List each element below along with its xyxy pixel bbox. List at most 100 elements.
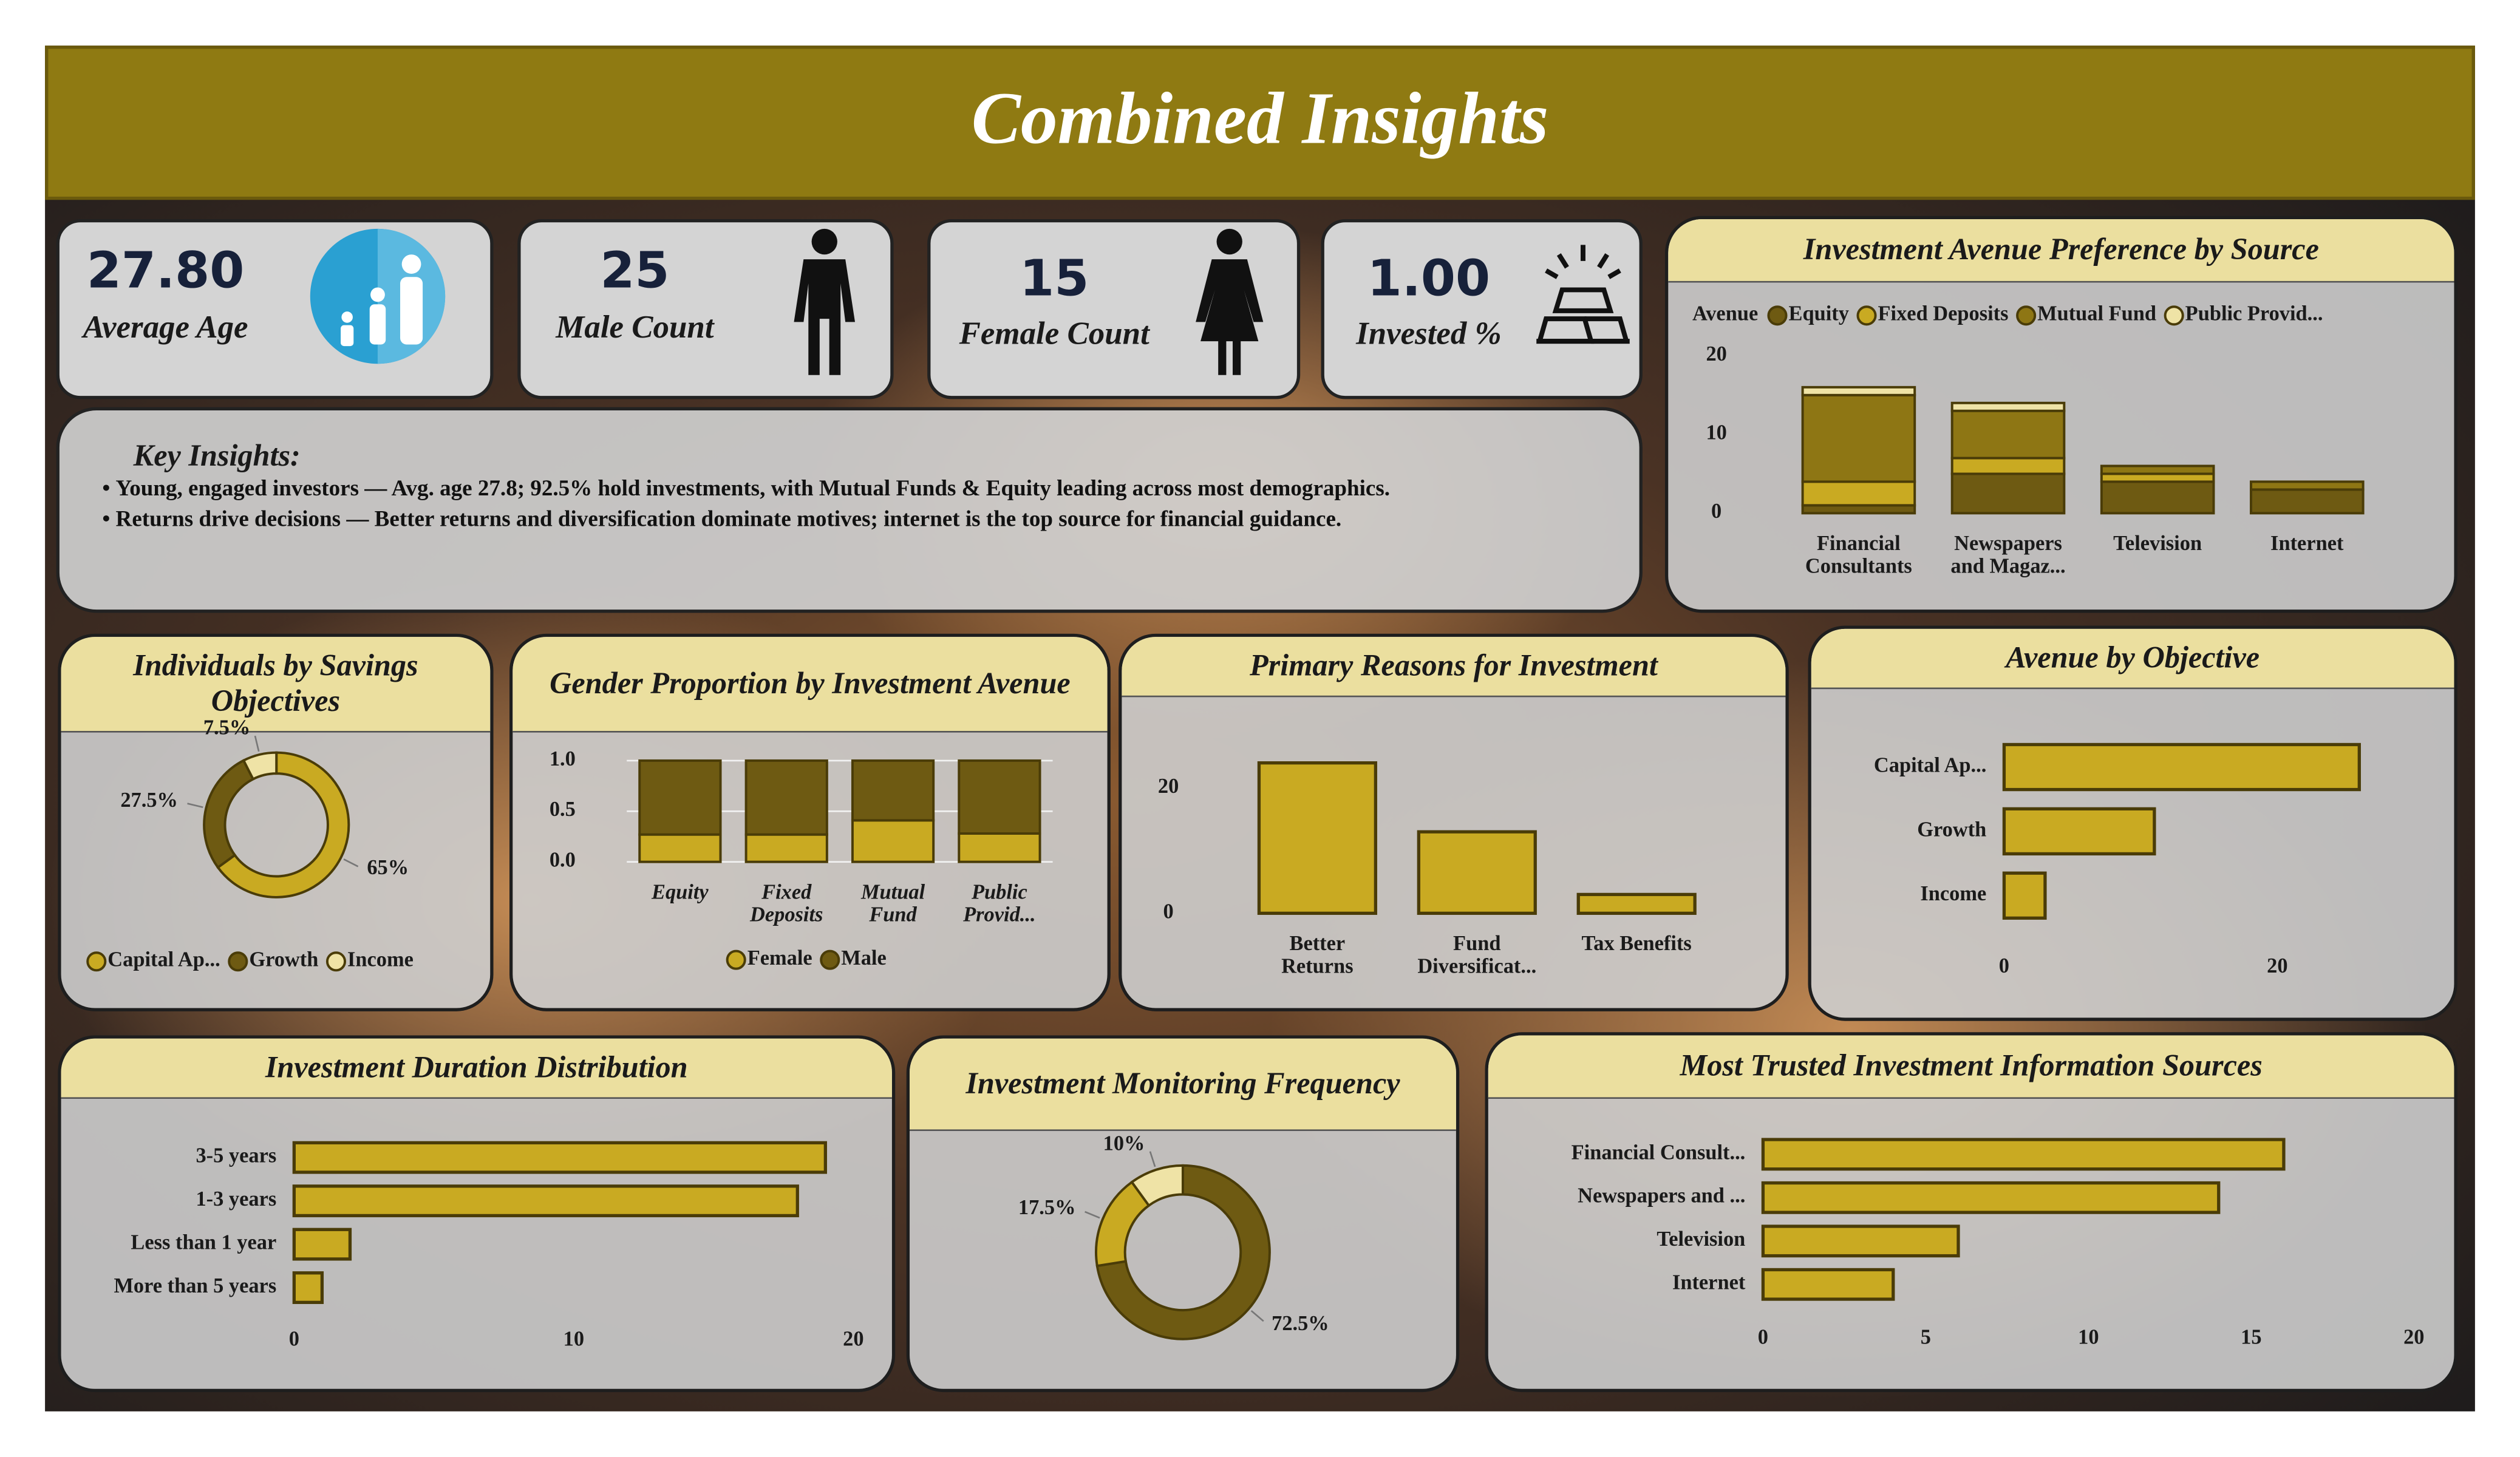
legend-marker: [325, 951, 347, 972]
chart-title: Investment Avenue Preference by Source: [1803, 233, 2319, 268]
y-tick-label: 0: [1711, 500, 1721, 523]
bar-segment: [1950, 409, 2066, 460]
x-tick-label: 20: [2267, 954, 2287, 977]
female-icon: [1196, 228, 1264, 375]
x-tick-label-box: Internet: [2270, 532, 2344, 555]
legend-marker: [820, 949, 840, 970]
legend-label: Public Provid...: [2185, 302, 2323, 325]
y-tick-label: Growth: [1917, 818, 1986, 841]
bar: [2002, 871, 2047, 920]
x-tick-label: Equity: [652, 881, 709, 904]
legend-marker: [2016, 305, 2037, 326]
x-tick-label: 5: [1921, 1326, 1931, 1349]
legend-marker: [86, 951, 107, 972]
x-tick-label: Fixed Deposits: [750, 881, 823, 926]
bar: [1761, 1268, 1895, 1301]
legend-label: Income: [347, 948, 414, 971]
bar: [2002, 807, 2156, 856]
panel-header: [910, 1038, 1456, 1130]
kpi-value: 27.80: [87, 242, 244, 299]
x-tick-label: 20: [843, 1327, 863, 1350]
y-tick-label: 0.0: [550, 849, 576, 872]
y-tick-label: 3-5 years: [196, 1144, 276, 1167]
chart-title: Gender Proportion by Investment Avenue: [550, 667, 1071, 702]
legend-label: Mutual Fund: [2037, 302, 2156, 325]
y-tick-label: Internet: [1672, 1271, 1746, 1294]
bar-segment: [851, 759, 935, 822]
bar-segment: [638, 759, 722, 836]
chart-title-box: Primary Reasons for Investment: [1250, 650, 1658, 684]
leader-line: [1149, 1151, 1156, 1167]
x-tick-label: Mutual Fund: [860, 881, 925, 926]
x-tick-label: 10: [2078, 1326, 2099, 1349]
x-tick-label: Internet: [2270, 532, 2344, 555]
legend-marker: [726, 949, 746, 970]
chart-title: Individuals by Savings Objectives: [133, 650, 418, 719]
kpi-label: Invested %: [1355, 316, 1502, 351]
panel-header: [1122, 637, 1786, 697]
chart-title-box: Investment Duration Distribution: [265, 1051, 688, 1085]
panel-header: [1488, 1035, 2454, 1098]
y-tick-label: Less than 1 year: [131, 1231, 276, 1254]
kpi-label: Female Count: [959, 316, 1151, 351]
bar-segment: [2100, 464, 2215, 475]
bar-segment: [2250, 488, 2365, 515]
legend-label: Growth: [249, 948, 318, 971]
bar-segment: [744, 759, 828, 836]
kpi-card: [927, 219, 1301, 399]
chart-title: Investment Duration Distribution: [265, 1051, 688, 1085]
y-tick-label: Television: [1657, 1228, 1745, 1251]
x-tick-label: Better Returns: [1281, 932, 1354, 978]
leader-line: [343, 858, 359, 868]
legend-marker: [2164, 305, 2184, 326]
legend-marker: [228, 951, 248, 972]
bar-segment: [744, 833, 828, 863]
x-tick-label-box: Better Returns: [1281, 932, 1354, 978]
legend-title: Avenue: [1692, 302, 1758, 325]
x-tick-label-box: Public Provid...: [963, 881, 1035, 925]
legend-marker: [1767, 305, 1788, 326]
chart-title-box: Most Trusted Investment Information Sour…: [1680, 1050, 2262, 1084]
kpi-value: 1.00: [1367, 250, 1490, 308]
chart-title: Investment Monitoring Frequency: [965, 1067, 1400, 1102]
chart-title-box: Avenue by Objective: [2006, 642, 2259, 676]
bar-segment: [1950, 472, 2066, 515]
bar-segment: [1801, 385, 1916, 396]
dashboard-title: Combined Insights: [972, 78, 1549, 159]
chart-title-box: Gender Proportion by Investment Avenue: [550, 667, 1071, 702]
chart-title-box: Investment Avenue Preference by Source: [1803, 233, 2319, 268]
x-tick-label: Tax Benefits: [1581, 932, 1692, 956]
bar: [292, 1228, 352, 1261]
x-tick-label-box: Fixed Deposits: [750, 881, 823, 926]
x-tick-label: Fund Diversificat...: [1417, 932, 1537, 978]
bar: [1576, 892, 1697, 915]
y-tick-label: 20: [1706, 342, 1726, 365]
bar-segment: [958, 759, 1041, 835]
legend-label: Female: [747, 946, 812, 970]
panel-header: [61, 1038, 892, 1098]
bar: [292, 1271, 324, 1304]
insights-list: Young, engaged investors — Avg. age 27.8…: [97, 476, 1632, 535]
x-tick-label: 0: [289, 1327, 299, 1350]
kpi-label: Average Age: [81, 310, 248, 345]
x-tick-label: 10: [564, 1327, 584, 1350]
donut-slice: [216, 751, 350, 898]
kpi-label: Male Count: [555, 310, 715, 345]
bar-segment: [1801, 480, 1916, 507]
x-tick-label: 20: [2403, 1326, 2424, 1349]
x-tick-label: 15: [2241, 1326, 2261, 1349]
bar: [292, 1184, 799, 1218]
x-tick-label-box: Tax Benefits: [1581, 932, 1692, 956]
bar: [1257, 761, 1378, 915]
x-tick-label-box: Fund Diversificat...: [1417, 932, 1537, 978]
panel: [1119, 633, 1789, 1011]
leader-line: [1085, 1211, 1100, 1219]
y-tick-label: 1-3 years: [196, 1187, 276, 1211]
legend-label: Capital Ap...: [107, 948, 220, 971]
y-tick-label: More than 5 years: [114, 1274, 276, 1297]
kpi-card: [1321, 219, 1643, 399]
x-tick-label-box: Equity: [652, 881, 709, 904]
title-banner: [45, 46, 2475, 200]
kpi-card: [517, 219, 894, 399]
data-label: 17.5%: [1018, 1196, 1076, 1219]
